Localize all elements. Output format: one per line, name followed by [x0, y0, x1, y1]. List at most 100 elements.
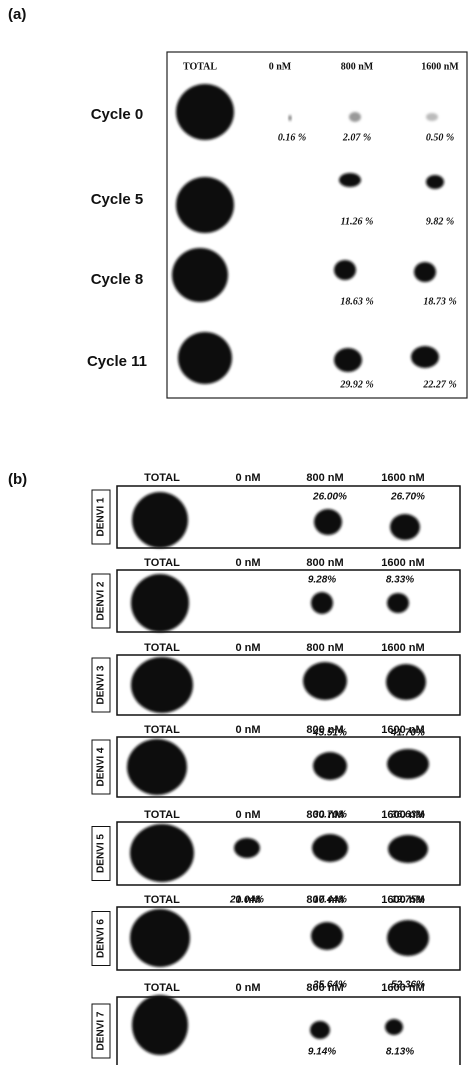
- blot-dot: [310, 1021, 330, 1039]
- percentage: 41.70%: [390, 728, 425, 739]
- blot-dot: [303, 662, 347, 700]
- column-header: 800 nM: [306, 557, 343, 569]
- column-header: 800 nM: [306, 809, 343, 821]
- column-header: TOTAL: [144, 642, 180, 654]
- row-label: DENVI 7: [96, 1011, 107, 1050]
- blot-dot: [314, 509, 342, 535]
- blot-dot: [426, 175, 444, 189]
- blot-dot: [130, 824, 194, 882]
- row-label: DENVI 1: [96, 497, 107, 536]
- blot-frame: [116, 654, 461, 716]
- blot-dot: [426, 113, 438, 121]
- percentage: 2.07 %: [342, 132, 371, 143]
- column-header: 1600 nM: [381, 472, 424, 484]
- percentage: 29.92 %: [339, 379, 373, 390]
- column-header: 1600 nM: [381, 557, 424, 569]
- percentage: 0.50 %: [426, 132, 454, 143]
- column-header: 1600 nM: [421, 61, 459, 72]
- column-header: TOTAL: [144, 557, 180, 569]
- blot-dot: [132, 995, 188, 1055]
- blot-dot: [313, 752, 347, 780]
- percentage: 0.16 %: [278, 132, 306, 143]
- column-header: TOTAL: [144, 809, 180, 821]
- column-header: 1600 nM: [381, 894, 424, 906]
- blot-dot: [176, 177, 234, 233]
- percentage: 26.70%: [390, 492, 425, 503]
- column-header: 0 nM: [269, 61, 292, 72]
- percentage: 18.73 %: [423, 296, 456, 307]
- column-header: 0 nM: [235, 557, 260, 569]
- column-header: 0 nM: [235, 982, 260, 994]
- column-header: 1600 nM: [381, 642, 424, 654]
- row-label-box: [91, 489, 111, 545]
- blot-frame: [116, 736, 461, 798]
- column-header: 800 nM: [306, 894, 343, 906]
- percentage: 9.82 %: [426, 216, 454, 227]
- percentage: 35.64%: [313, 980, 347, 991]
- column-header: 1600 nM: [381, 809, 424, 821]
- column-header: 800 nM: [306, 642, 343, 654]
- column-header: 800 nM: [341, 61, 374, 72]
- row-label-box: [91, 739, 111, 795]
- column-header: 0 nM: [235, 894, 260, 906]
- percentage: 19.75%: [391, 895, 425, 906]
- column-header: 1600 nM: [381, 982, 424, 994]
- row-label: DENVI 4: [96, 747, 107, 786]
- column-header: 0 nM: [235, 472, 260, 484]
- percentage: 18.63 %: [340, 296, 373, 307]
- blot-dot: [132, 492, 188, 548]
- percentage: 21.04%: [229, 895, 264, 906]
- column-header: TOTAL: [183, 61, 217, 72]
- blot-dot: [334, 348, 362, 372]
- blot-dot: [388, 835, 428, 863]
- row-label-box: [91, 826, 111, 881]
- blot-dot: [130, 909, 190, 967]
- panel-frame: [166, 51, 468, 399]
- percentage: 22.27 %: [422, 379, 456, 390]
- row-label: DENVI 6: [96, 919, 107, 958]
- blot-dot: [390, 514, 420, 540]
- percentage: 8.33%: [386, 575, 414, 586]
- panel-label: (b): [8, 471, 27, 488]
- column-header: TOTAL: [144, 982, 180, 994]
- percentage: 17.44%: [313, 895, 347, 906]
- row-label: DENVI 3: [96, 665, 107, 704]
- row-label: Cycle 11: [87, 353, 147, 370]
- column-header: 0 nM: [235, 642, 260, 654]
- blot-dot: [127, 739, 187, 795]
- percentage: 9.14%: [308, 1047, 336, 1058]
- blot-dot: [387, 593, 409, 613]
- percentage: 26.00%: [312, 492, 347, 503]
- blot-dot: [334, 260, 356, 280]
- column-header: 0 nM: [235, 724, 260, 736]
- percentage: 45.51%: [312, 728, 347, 739]
- column-header: TOTAL: [144, 472, 180, 484]
- blot-dot: [131, 657, 193, 713]
- blot-dot: [411, 346, 439, 368]
- row-label-box: [91, 657, 111, 713]
- column-header: 1600 nM: [381, 724, 424, 736]
- blot-dot: [339, 173, 361, 187]
- blot-dot: [311, 922, 343, 950]
- percentage: 30.70%: [313, 810, 347, 821]
- blot-dot: [178, 332, 232, 384]
- blot-dot: [288, 115, 292, 121]
- blot-dot: [387, 920, 429, 956]
- blot-dot: [349, 112, 361, 122]
- blot-frame: [116, 996, 461, 1065]
- blot-dot: [234, 838, 260, 858]
- column-header: 0 nM: [235, 809, 260, 821]
- blot-dot: [131, 574, 189, 632]
- blot-frame: [116, 821, 461, 886]
- row-label: DENVI 5: [96, 834, 107, 873]
- row-label-box: [91, 573, 111, 629]
- blot-frame: [116, 906, 461, 971]
- column-header: TOTAL: [144, 894, 180, 906]
- percentage: 36.63%: [391, 810, 425, 821]
- blot-frame: [116, 569, 461, 633]
- percentage: 8.13%: [386, 1047, 414, 1058]
- row-label: Cycle 0: [91, 106, 144, 123]
- blot-frame: [116, 485, 461, 549]
- column-header: TOTAL: [144, 724, 180, 736]
